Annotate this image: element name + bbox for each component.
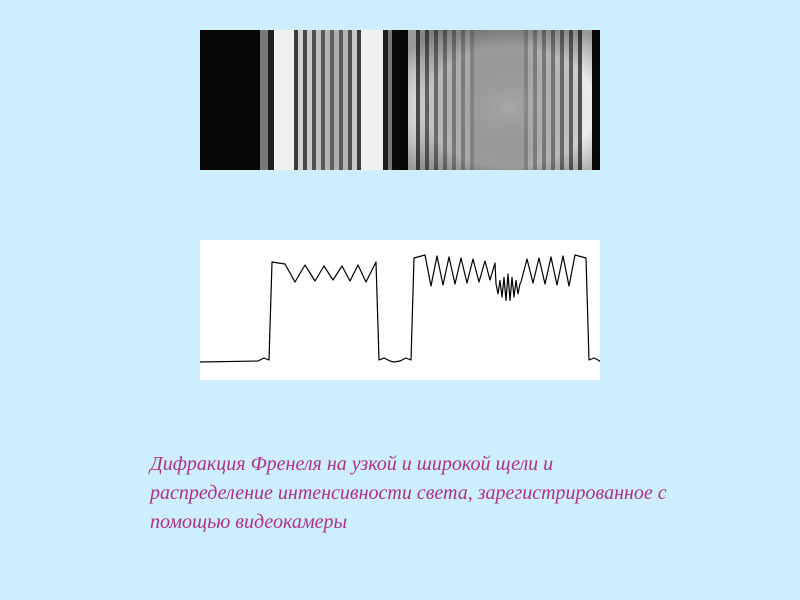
diffraction-photo <box>200 30 600 170</box>
intensity-profile-svg <box>200 240 600 380</box>
diffraction-pattern-svg <box>200 30 600 170</box>
intensity-graph <box>200 240 600 380</box>
caption-text: Дифракция Френеля на узкой и широкой щел… <box>150 450 670 537</box>
slide: Дифракция Френеля на узкой и широкой щел… <box>0 0 800 600</box>
